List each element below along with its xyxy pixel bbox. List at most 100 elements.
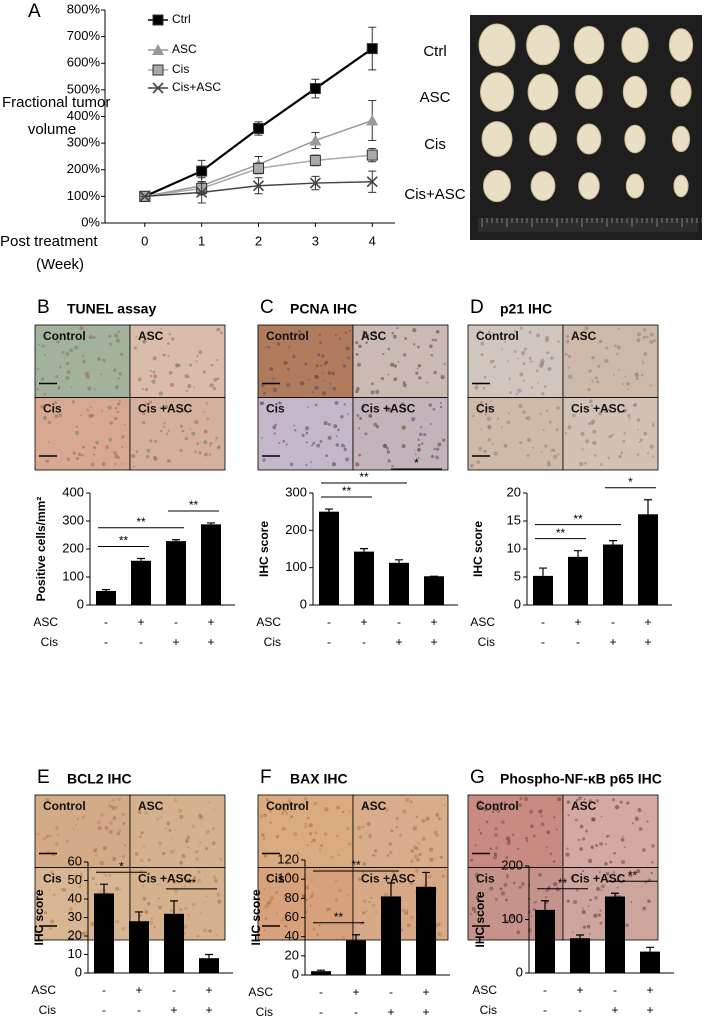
cell-texture	[509, 391, 512, 394]
cell-texture	[50, 919, 55, 924]
cell-texture	[548, 420, 552, 424]
condition-name: Cis	[480, 1003, 497, 1017]
cell-texture	[95, 848, 98, 851]
cell-texture	[195, 857, 199, 861]
cell-texture	[311, 391, 314, 394]
bar	[94, 893, 114, 973]
cell-texture	[122, 821, 126, 825]
cell-texture	[343, 403, 346, 406]
cell-texture	[49, 835, 52, 837]
cell-texture	[637, 808, 642, 813]
cell-texture	[193, 386, 196, 389]
cell-texture	[486, 406, 492, 411]
cell-texture	[645, 335, 649, 339]
error-bar	[395, 559, 403, 563]
y-tick-label: 100	[62, 568, 84, 583]
cell-texture	[604, 862, 608, 866]
cell-texture	[60, 888, 64, 891]
cell-texture	[627, 413, 631, 418]
cell-texture	[575, 888, 579, 892]
cell-texture	[54, 401, 58, 404]
panel-title: Phospho-NF-κB p65 IHC	[500, 771, 662, 787]
y-tick-label: 60	[68, 853, 82, 868]
cell-texture	[581, 448, 584, 451]
cell-texture	[55, 374, 59, 379]
y-tick-label: 80	[285, 890, 299, 905]
cell-texture	[332, 386, 337, 391]
condition-symbol: -	[543, 1003, 547, 1017]
cell-texture	[404, 337, 408, 340]
cell-texture	[493, 855, 498, 860]
cell-texture	[111, 798, 116, 802]
cell-texture	[567, 425, 572, 430]
cell-texture	[146, 332, 150, 335]
cell-texture	[269, 367, 274, 371]
bar	[416, 886, 436, 975]
cell-texture	[184, 374, 189, 379]
condition-name: Cis	[478, 635, 495, 649]
cell-texture	[530, 824, 534, 829]
cell-texture	[373, 849, 378, 853]
cell-texture	[416, 367, 419, 370]
cell-texture	[385, 446, 389, 450]
cell-texture	[618, 454, 622, 459]
cell-texture	[580, 431, 585, 436]
cell-texture	[286, 863, 289, 866]
cell-texture	[519, 796, 523, 801]
cell-texture	[591, 379, 594, 383]
cell-texture	[79, 414, 82, 417]
cell-texture	[303, 796, 308, 801]
cell-texture	[513, 350, 517, 353]
cell-texture	[512, 881, 516, 885]
cell-texture	[315, 364, 319, 368]
cell-texture	[545, 846, 548, 848]
cell-texture	[216, 327, 221, 332]
cell-texture	[101, 409, 104, 412]
cell-texture	[173, 848, 176, 851]
condition-symbol: -	[541, 615, 545, 629]
cell-texture	[117, 377, 120, 380]
cell-texture	[441, 874, 445, 878]
y-tick-label: 20	[507, 484, 521, 499]
cell-texture	[429, 857, 434, 862]
cell-texture	[100, 373, 102, 376]
tumor	[671, 125, 691, 153]
cell-texture	[479, 401, 483, 405]
cell-texture	[346, 827, 349, 830]
bar	[199, 958, 219, 973]
cell-texture	[599, 841, 603, 846]
cell-texture	[506, 420, 511, 425]
cell-texture	[142, 845, 145, 848]
bar	[424, 576, 444, 605]
significance-label: **	[556, 526, 566, 540]
error-bar	[422, 871, 430, 887]
micrograph	[34, 397, 131, 471]
cell-texture	[621, 383, 624, 386]
cell-texture	[584, 461, 587, 465]
cell-texture	[556, 406, 560, 410]
cell-texture	[620, 451, 624, 455]
condition-symbol: -	[327, 635, 331, 649]
cell-texture	[613, 852, 616, 855]
panel-title: PCNA IHC	[290, 301, 357, 317]
cell-texture	[55, 826, 59, 830]
cell-texture	[56, 833, 60, 837]
tumor	[480, 72, 514, 112]
cell-texture	[600, 462, 603, 466]
micrograph-label: Cis	[43, 872, 62, 886]
error-bar	[325, 508, 333, 512]
condition-symbol: +	[611, 1003, 618, 1017]
cell-texture	[285, 443, 288, 446]
micrograph	[352, 324, 449, 398]
bar	[201, 524, 221, 605]
cell-texture	[217, 899, 222, 904]
cell-texture	[478, 828, 481, 831]
cell-texture	[409, 915, 414, 920]
cell-texture	[636, 338, 641, 343]
cell-texture	[641, 360, 644, 362]
micrograph	[129, 324, 226, 398]
cell-texture	[544, 444, 548, 448]
cell-texture	[88, 335, 93, 340]
cell-texture	[506, 874, 509, 878]
condition-symbol: +	[576, 983, 583, 997]
